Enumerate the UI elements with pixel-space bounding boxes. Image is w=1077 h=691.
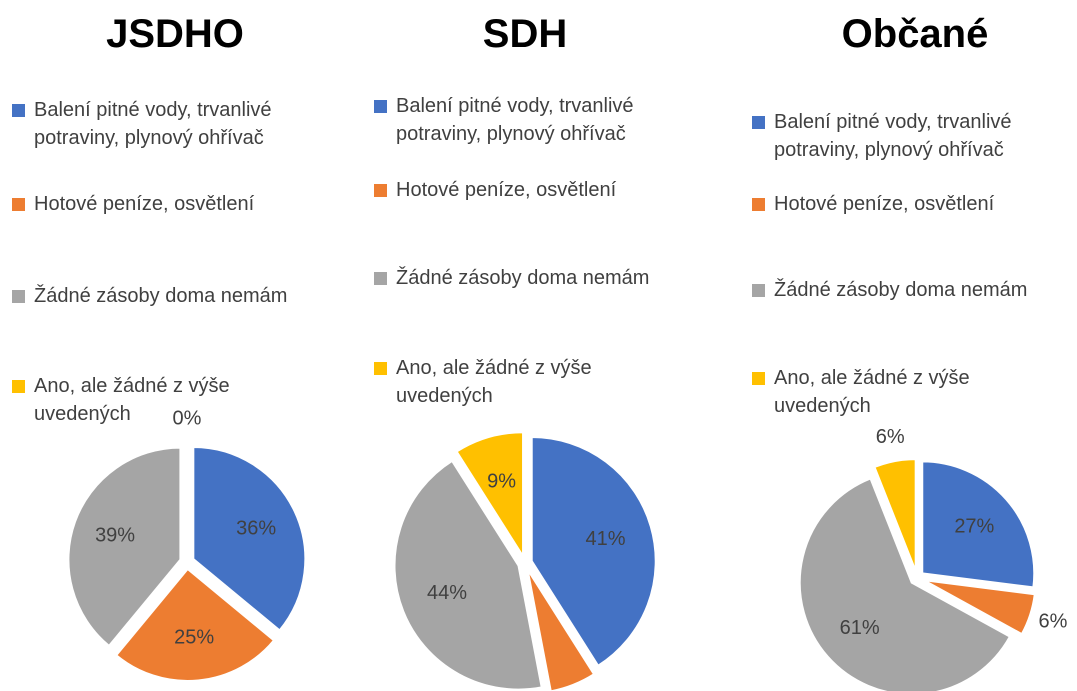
legend-swatch	[374, 184, 387, 197]
data-label: 0%	[173, 407, 202, 429]
legend-label: Hotové peníze, osvětlení	[34, 193, 255, 215]
data-label: 39%	[95, 524, 135, 546]
legend-label: Hotové peníze, osvětlení	[774, 193, 995, 215]
legend-label: Žádné zásoby doma nemám	[34, 285, 288, 307]
data-label: 44%	[427, 582, 467, 604]
chart-title: Občané	[841, 12, 989, 56]
data-label: 25%	[174, 626, 214, 648]
data-label: 41%	[586, 528, 626, 550]
pie-slice	[192, 446, 307, 632]
legend-item: Hotové peníze, osvětlení	[752, 190, 1064, 218]
legend-swatch	[12, 290, 25, 303]
legend-swatch	[374, 272, 387, 285]
pie-slice	[923, 579, 1036, 636]
data-label: 6%	[876, 426, 905, 448]
legend-label: Žádné zásoby doma nemám	[396, 267, 650, 289]
legend-item: Hotové peníze, osvětlení	[12, 190, 324, 218]
legend-swatch	[752, 372, 765, 385]
legend-swatch	[752, 284, 765, 297]
legend-item: Ano, ale žádné z výše uvedených	[12, 372, 324, 428]
legend-item: Hotové peníze, osvětlení	[374, 176, 686, 204]
legend-item: Balení pitné vody, trvanlivé potraviny, …	[752, 108, 1064, 164]
data-label: 9%	[487, 471, 516, 493]
legend-swatch	[374, 100, 387, 113]
pie-slice	[921, 460, 1036, 589]
legend-item: Žádné zásoby doma nemám	[12, 282, 324, 310]
chart-title: SDH	[482, 12, 568, 56]
legend-label: Ano, ale žádné z výše uvedených	[34, 375, 230, 425]
legend-label: Hotové peníze, osvětlení	[396, 179, 617, 201]
legend-item: Balení pitné vody, trvanlivé potraviny, …	[12, 96, 324, 152]
pie-slice	[798, 477, 1012, 691]
pie-slice	[114, 567, 276, 682]
data-label: 61%	[840, 617, 880, 639]
legend-swatch	[12, 380, 25, 393]
chart-title: JSDHO	[106, 12, 244, 56]
data-label: 6%	[1039, 610, 1068, 632]
pie-slice	[526, 568, 596, 691]
legend-label: Ano, ale žádné z výše uvedených	[396, 357, 592, 407]
legend-label: Žádné zásoby doma nemám	[774, 279, 1028, 301]
legend-label: Ano, ale žádné z výše uvedených	[774, 367, 970, 417]
data-label: 36%	[236, 518, 276, 540]
pie-slice	[455, 431, 525, 560]
legend-label: Balení pitné vody, trvanlivé potraviny, …	[34, 99, 272, 149]
legend-item: Žádné zásoby doma nemám	[374, 264, 686, 292]
legend-swatch	[12, 104, 25, 117]
legend-swatch	[752, 116, 765, 129]
data-label: 27%	[954, 516, 994, 538]
pie-slice	[530, 436, 657, 668]
pie-slice	[67, 446, 182, 648]
legend-item: Ano, ale žádné z výše uvedených	[374, 354, 686, 410]
legend-swatch	[374, 362, 387, 375]
legend-swatch	[12, 198, 25, 211]
legend-label: Balení pitné vody, trvanlivé potraviny, …	[396, 95, 634, 145]
legend-item: Balení pitné vody, trvanlivé potraviny, …	[374, 92, 686, 148]
legend-item: Žádné zásoby doma nemám	[752, 276, 1064, 304]
pie-slice	[393, 459, 543, 691]
pie-slice	[873, 458, 917, 572]
legend-swatch	[752, 198, 765, 211]
legend-item: Ano, ale žádné z výše uvedených	[752, 364, 1064, 420]
legend-label: Balení pitné vody, trvanlivé potraviny, …	[774, 111, 1012, 161]
